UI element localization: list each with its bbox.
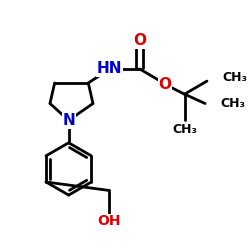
Text: CH₃: CH₃ [222, 71, 247, 84]
Text: N: N [62, 113, 75, 128]
Text: HN: HN [97, 62, 122, 76]
Text: O: O [133, 34, 146, 48]
Text: O: O [158, 77, 172, 92]
Text: OH: OH [97, 214, 120, 228]
Text: CH₃: CH₃ [220, 97, 245, 110]
Text: CH₃: CH₃ [172, 123, 197, 136]
